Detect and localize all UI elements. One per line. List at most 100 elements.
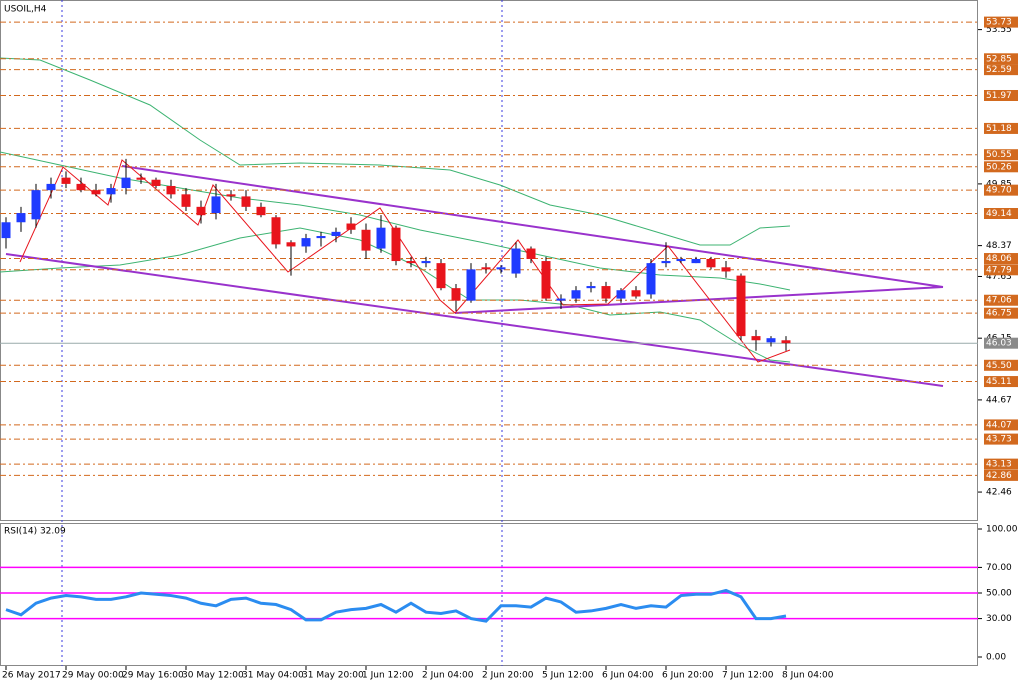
candle-body xyxy=(361,229,371,251)
candle-body xyxy=(526,248,536,259)
x-tick-label: 6 Jun 20:00 xyxy=(662,671,714,681)
level-label: 50.55 xyxy=(986,150,1012,160)
candle-body xyxy=(421,261,431,264)
candle-body xyxy=(121,177,131,189)
rsi-y-tick-label: 30.00 xyxy=(986,614,1012,624)
candle-body xyxy=(481,267,491,270)
candle-body xyxy=(91,190,101,195)
candle-body xyxy=(61,177,71,184)
level-label: 51.18 xyxy=(986,124,1012,134)
level-tag xyxy=(984,307,1018,319)
level-tag xyxy=(984,458,1018,470)
candle-body xyxy=(256,206,266,216)
level-label: 49.14 xyxy=(986,209,1012,219)
candle-body xyxy=(451,288,461,301)
candle-body xyxy=(31,190,41,220)
candle-body xyxy=(301,238,311,247)
candle-body xyxy=(496,267,506,270)
x-tick-label: 31 May 20:00 xyxy=(302,671,364,681)
level-tag xyxy=(984,208,1018,220)
price-pane-frame xyxy=(0,0,978,521)
level-label: 48.06 xyxy=(986,254,1012,264)
candle-body xyxy=(676,258,686,262)
level-tag xyxy=(984,16,1018,28)
level-label: 52.85 xyxy=(986,54,1012,64)
level-label: 45.11 xyxy=(986,377,1012,387)
chart-title: USOIL,H4 xyxy=(4,5,47,15)
candle-body xyxy=(316,236,326,239)
candle-body xyxy=(391,227,401,262)
candle-body xyxy=(601,286,611,299)
x-tick-label: 29 May 00:00 xyxy=(62,671,124,681)
candle-body xyxy=(631,290,641,297)
candle-body xyxy=(646,263,656,295)
bollinger-upper xyxy=(0,57,791,246)
rsi-y-tick-label: 50.00 xyxy=(986,589,1012,599)
x-tick-label: 31 May 04:00 xyxy=(242,671,304,681)
candle-body xyxy=(781,340,791,344)
candle-body xyxy=(556,298,566,301)
level-label: 52.59 xyxy=(986,65,1012,75)
level-tag xyxy=(984,64,1018,76)
candle-body xyxy=(661,261,671,264)
candle-body xyxy=(436,263,446,289)
level-tag xyxy=(984,359,1018,371)
level-tag xyxy=(984,264,1018,276)
level-tag xyxy=(984,122,1018,134)
candle-body xyxy=(736,275,746,337)
x-tick-label: 8 Jun 04:00 xyxy=(782,671,834,681)
level-tag xyxy=(984,469,1018,481)
candle-body xyxy=(136,177,146,180)
y-tick-label: 42.46 xyxy=(986,488,1012,498)
candle-body xyxy=(226,194,236,197)
y-tick-label: 53.55 xyxy=(986,25,1012,35)
candle-body xyxy=(211,196,221,214)
candle-body xyxy=(106,188,116,195)
level-tag xyxy=(984,184,1018,196)
level-tag xyxy=(984,294,1018,306)
y-tick-label: 47.63 xyxy=(986,272,1012,282)
rsi-line xyxy=(5,588,787,623)
candle-body xyxy=(46,183,56,191)
candle-body xyxy=(331,231,341,237)
trend-line xyxy=(454,286,944,314)
x-tick-label: 29 May 16:00 xyxy=(122,671,184,681)
candle-body xyxy=(571,290,581,299)
y-tick-label: 49.85 xyxy=(986,179,1012,189)
rsi-y-tick-label: 100.00 xyxy=(986,525,1018,535)
x-tick-label: 1 Jun 12:00 xyxy=(362,671,414,681)
candle-body xyxy=(586,286,596,289)
level-label: 49.70 xyxy=(986,186,1012,196)
y-tick-label: 44.67 xyxy=(986,395,1012,405)
x-tick-label: 2 Jun 04:00 xyxy=(422,671,474,681)
candle-body xyxy=(766,338,776,343)
level-label: 43.13 xyxy=(986,460,1012,470)
candle-body xyxy=(1,222,11,239)
y-tick-label: 48.37 xyxy=(986,241,1012,251)
level-label: 42.86 xyxy=(986,471,1012,481)
candle-body xyxy=(406,261,416,264)
level-label: 51.97 xyxy=(986,91,1012,101)
level-label: 43.73 xyxy=(986,435,1012,445)
level-tag xyxy=(984,53,1018,65)
level-tag xyxy=(984,161,1018,173)
level-label: 44.07 xyxy=(986,420,1012,430)
level-label: 50.26 xyxy=(986,162,1012,172)
rsi-y-tick-label: 70.00 xyxy=(986,563,1012,573)
candle-body xyxy=(196,206,206,216)
level-label: 47.06 xyxy=(986,296,1012,306)
level-label: 47.79 xyxy=(986,265,1012,275)
candle-body xyxy=(511,248,521,274)
candle-body xyxy=(151,179,161,186)
level-label: 46.75 xyxy=(986,309,1012,319)
level-label: 53.73 xyxy=(986,18,1012,28)
level-label: 45.50 xyxy=(986,361,1012,371)
candle-body xyxy=(541,261,551,299)
level-tag xyxy=(984,89,1018,101)
candle-body xyxy=(706,258,716,268)
level-tag xyxy=(984,419,1018,431)
current-price-tag xyxy=(984,337,1018,349)
candle-body xyxy=(616,290,626,299)
candle-body xyxy=(691,258,701,264)
